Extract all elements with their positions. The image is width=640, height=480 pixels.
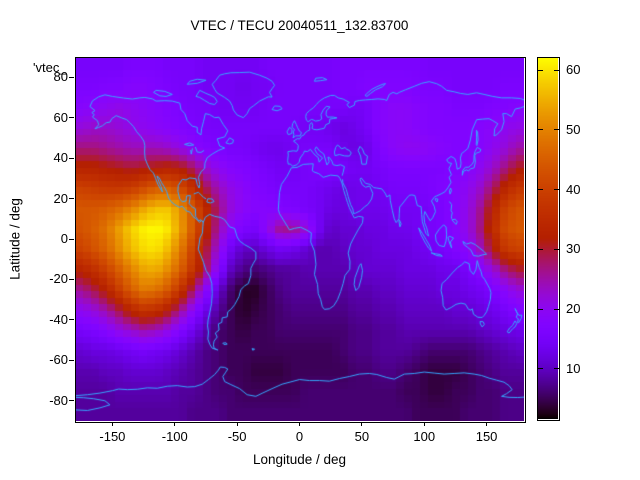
colorbar-tick-label: 50 <box>566 121 581 137</box>
colorbar-tick-mark <box>554 189 559 191</box>
x-tick-label: 100 <box>413 429 436 444</box>
colorbar-tick-label: 60 <box>566 62 581 78</box>
colorbar-tick-mark <box>538 248 543 250</box>
x-tick-label: -150 <box>99 429 126 444</box>
colorbar-canvas <box>537 57 558 419</box>
x-tick-mark <box>174 422 176 426</box>
y-tick-mark <box>69 359 74 361</box>
x-tick-label: 150 <box>475 429 498 444</box>
y-tick-mark <box>69 117 74 119</box>
colorbar-tick-mark <box>538 189 543 191</box>
x-axis-label: Longitude / deg <box>252 452 347 467</box>
y-tick-mark <box>69 76 74 78</box>
x-tick-mark <box>361 422 363 426</box>
colorbar-tick-mark <box>554 368 559 370</box>
x-tick-mark <box>423 422 425 426</box>
colorbar-tick-label: 20 <box>566 301 581 317</box>
y-tick-label: -80 <box>49 392 68 408</box>
y-tick-label: 80 <box>53 69 68 85</box>
y-tick-label: 60 <box>53 109 68 125</box>
plot-border <box>75 57 526 423</box>
colorbar-tick-mark <box>538 308 543 310</box>
y-tick-label: 0 <box>60 231 68 246</box>
y-tick-mark <box>69 319 74 321</box>
colorbar-tick-label: 30 <box>566 241 581 257</box>
colorbar-tick-mark <box>538 129 543 131</box>
y-tick-mark <box>69 400 74 402</box>
y-tick-mark <box>69 278 74 280</box>
y-tick-mark <box>69 157 74 159</box>
y-tick-mark <box>69 238 74 240</box>
colorbar-tick-label: 10 <box>566 360 581 376</box>
heatmap-canvas <box>75 57 524 421</box>
colorbar-tick-mark <box>554 129 559 131</box>
colorbar-tick-mark <box>538 69 543 71</box>
y-tick-label: -60 <box>49 352 68 368</box>
y-tick-label: -20 <box>49 271 68 287</box>
x-tick-label: -100 <box>161 429 188 444</box>
colorbar-tick-mark <box>554 308 559 310</box>
y-tick-label: 20 <box>53 190 68 206</box>
y-tick-mark <box>69 198 74 200</box>
x-tick-label: -50 <box>227 429 247 444</box>
x-tick-label: 0 <box>295 429 304 444</box>
chart-title: VTEC / TECU 20040511_132.83700 <box>190 18 409 33</box>
x-tick-label: 50 <box>354 429 370 444</box>
colorbar-tick-mark <box>554 248 559 250</box>
y-tick-label: 40 <box>53 150 68 166</box>
colorbar-tick-label: 40 <box>566 181 581 197</box>
key-overlay-label: 'vtec_ <box>33 60 67 75</box>
x-tick-mark <box>486 422 488 426</box>
colorbar-border <box>537 57 560 421</box>
colorbar-tick-mark <box>538 368 543 370</box>
y-tick-label: -40 <box>49 311 68 327</box>
x-tick-mark <box>236 422 238 426</box>
x-tick-mark <box>299 422 300 426</box>
x-tick-mark <box>111 422 113 426</box>
colorbar-tick-mark <box>554 69 559 71</box>
